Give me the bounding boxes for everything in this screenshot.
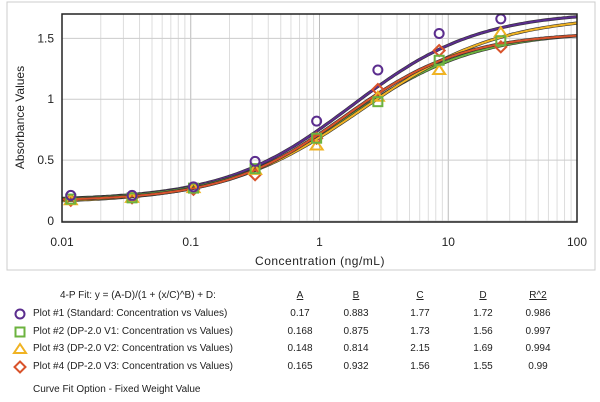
legend-marker (14, 326, 26, 337)
fit-param-r2: 0.997 (525, 325, 551, 337)
y-tick-label: 1.5 (37, 31, 54, 45)
legend-row: Plot #4 (DP-2.0 V3: Concentration vs Val… (0, 359, 600, 375)
data-point-triangle (431, 63, 448, 76)
data-point-circle (65, 189, 77, 201)
fit-param-b: 0.875 (343, 325, 369, 337)
y-tick-label: 0.5 (37, 153, 54, 167)
header-d: D (479, 290, 487, 301)
x-tick-label: 10 (442, 235, 456, 249)
data-point-circle (311, 115, 323, 127)
chart-svg: 0.01 0.1 1 10 100 0 0.5 1 1.5 Concentration (ng/m… (6, 1, 596, 271)
legend-row: Plot #1 (Standard: Concentration vs Valu… (0, 306, 600, 322)
fit-param-c: 1.56 (410, 360, 430, 372)
fit-param-a: 0.148 (287, 343, 313, 354)
series-name: Plot #1 (Standard: Concentration vs Valu… (33, 308, 228, 319)
header-c: C (416, 290, 424, 301)
legend-footer: Curve Fit Option - Fixed Weight Value (0, 382, 600, 398)
fit-param-b: 0.814 (343, 343, 369, 354)
fit-param-c: 1.77 (410, 308, 430, 319)
fit-param-a: 0.17 (290, 308, 310, 319)
fit-param-r2: 0.99 (528, 360, 548, 372)
legend-row: Plot #2 (DP-2.0 V1: Concentration vs Val… (0, 324, 600, 340)
header-r2: R^2 (529, 290, 547, 301)
x-tick-label: 100 (567, 235, 587, 249)
fit-param-d: 1.55 (473, 360, 493, 372)
fit-formula: 4-P Fit: y = (A-D)/(1 + (x/C)^B) + D: (60, 290, 216, 301)
legend-header-row: 4-P Fit: y = (A-D)/(1 + (x/C)^B) + D: A … (0, 288, 600, 304)
data-point-square (495, 35, 507, 47)
header-b: B (352, 290, 360, 301)
data-point-square (433, 54, 445, 66)
fit-param-d: 1.72 (473, 308, 493, 319)
data-point-square (311, 132, 323, 144)
y-axis-label: Absorbance Values (13, 66, 27, 169)
legend-row: Plot #3 (DP-2.0 V2: Concentration vs Val… (0, 341, 600, 357)
header-a: A (296, 290, 304, 301)
curve-fit-option: Curve Fit Option - Fixed Weight Value (33, 384, 201, 395)
x-tick-label: 1 (316, 235, 323, 249)
data-point-triangle (308, 138, 325, 151)
legend-marker (13, 359, 27, 374)
x-tick-label: 0.01 (50, 235, 74, 249)
circle-marker-icon (14, 308, 26, 320)
fit-param-d: 1.69 (473, 343, 493, 354)
series-name: Plot #3 (DP-2.0 V2: Concentration vs Val… (33, 343, 233, 354)
series-name: Plot #2 (DP-2.0 V1: Concentration vs Val… (33, 325, 233, 337)
data-point-circle (249, 155, 261, 167)
data-point-diamond (370, 82, 385, 97)
x-tick-label: 0.1 (182, 235, 199, 249)
data-point-circle (126, 189, 138, 201)
fit-param-c: 1.73 (410, 325, 430, 337)
data-point-circle (372, 64, 384, 76)
fit-param-b: 0.883 (343, 308, 369, 319)
triangle-marker-icon (12, 342, 28, 354)
fit-param-c: 2.15 (410, 343, 430, 354)
legend-marker (12, 342, 28, 354)
fit-param-r2: 0.994 (525, 343, 551, 354)
data-point-square (372, 96, 384, 108)
data-point-circle (433, 27, 445, 39)
fit-param-r2: 0.986 (525, 308, 551, 319)
fit-param-a: 0.165 (287, 360, 313, 372)
square-marker-icon (14, 326, 26, 337)
x-axis-label: Concentration (ng/mL) (255, 254, 385, 268)
data-point-square (249, 163, 261, 175)
data-point-square (65, 193, 77, 205)
y-tick-label: 0 (47, 214, 54, 228)
legend-marker (14, 308, 26, 320)
data-point-circle (187, 181, 199, 193)
diamond-marker-icon (13, 359, 27, 374)
fit-param-d: 1.56 (473, 325, 493, 337)
series-name: Plot #4 (DP-2.0 V3: Concentration vs Val… (33, 360, 233, 372)
fit-param-b: 0.932 (343, 360, 369, 372)
chart-frame (6, 1, 596, 271)
fit-param-a: 0.168 (287, 325, 313, 337)
y-tick-label: 1 (47, 92, 54, 106)
plot-border (61, 13, 578, 223)
